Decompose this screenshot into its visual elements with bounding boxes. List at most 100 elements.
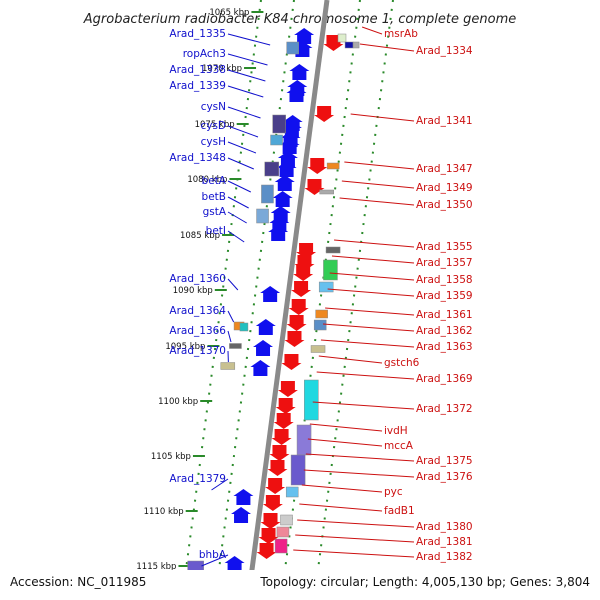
label-leader-line	[293, 549, 415, 558]
forward-gene-arrow	[233, 489, 254, 505]
label-leader-line	[359, 43, 415, 52]
label-leader-line	[227, 106, 261, 119]
gene-label-forward[interactable]: Arad_1335	[169, 28, 226, 40]
label-leader-line	[309, 423, 383, 432]
cog-block	[315, 309, 328, 319]
gene-label-reverse[interactable]: gstch6	[384, 357, 420, 369]
reverse-gene-arrow	[271, 429, 292, 445]
label-leader-line	[227, 53, 268, 66]
gene-label-reverse[interactable]: Arad_1376	[416, 471, 473, 483]
gene-label-reverse[interactable]: Arad_1372	[416, 403, 473, 415]
cog-block	[344, 41, 354, 49]
gene-label-reverse[interactable]: Arad_1355	[416, 241, 473, 253]
gene-label-reverse[interactable]: Arad_1347	[416, 163, 473, 175]
forward-gene-arrow	[260, 286, 281, 302]
forward-gene-arrow	[272, 191, 293, 207]
label-leader-line	[227, 230, 245, 243]
label-leader-line	[318, 355, 383, 364]
forward-gene-arrow	[294, 28, 315, 44]
label-leader-line	[316, 371, 415, 380]
label-leader-line	[301, 484, 383, 493]
scale-label: 1090 kbp	[173, 286, 213, 296]
gene-label-forward[interactable]: ropAch3	[183, 48, 226, 60]
label-leader-line	[339, 197, 415, 206]
gene-label-reverse[interactable]: ivdH	[384, 425, 408, 437]
gene-label-reverse[interactable]: Arad_1350	[416, 199, 473, 211]
gene-label-reverse[interactable]: Arad_1382	[416, 551, 473, 563]
reverse-gene-arrow	[281, 354, 302, 370]
gene-label-forward[interactable]: gstA	[203, 206, 227, 218]
label-leader-line	[227, 310, 235, 323]
gene-label-reverse[interactable]: Arad_1362	[416, 325, 473, 337]
gene-label-forward[interactable]: betI	[206, 225, 226, 237]
gene-label-forward[interactable]: cysH	[201, 136, 226, 148]
gene-label-reverse[interactable]: Arad_1334	[416, 45, 473, 57]
gene-label-reverse[interactable]: Arad_1349	[416, 182, 473, 194]
scale-label: 1080 kbp	[187, 175, 227, 185]
forward-gene-arrow	[253, 340, 274, 356]
reverse-gene-arrow	[291, 281, 312, 297]
cog-block	[326, 162, 340, 170]
cog-block	[272, 114, 286, 134]
label-leader-line	[211, 478, 229, 491]
scale-label: 1070 kbp	[202, 64, 242, 74]
label-leader-line	[305, 453, 415, 462]
cog-block	[285, 486, 299, 498]
cog-block	[296, 424, 312, 456]
label-leader-line	[325, 307, 415, 316]
gene-label-forward[interactable]: cysN	[201, 101, 226, 113]
scale-label: 1105 kbp	[151, 452, 191, 462]
reverse-gene-arrow	[269, 445, 290, 461]
scale-label: 1110 kbp	[144, 507, 184, 517]
gene-label-forward[interactable]: Arad_1364	[169, 305, 226, 317]
forward-gene-arrow	[268, 225, 289, 241]
cog-block	[220, 362, 236, 370]
cog-block	[325, 246, 341, 254]
reverse-gene-arrow	[277, 381, 298, 397]
label-leader-line	[312, 401, 415, 410]
gene-label-reverse[interactable]: Arad_1357	[416, 257, 473, 269]
gene-label-reverse[interactable]: Arad_1381	[416, 536, 473, 548]
label-leader-line	[303, 469, 415, 478]
gene-label-forward[interactable]: betA	[202, 175, 227, 187]
forward-gene-labels: Arad_1335 ropAch3 Arad_1338 Arad_1339 cysN cy…	[169, 28, 271, 567]
topology-text: Topology: circular; Length: 4,005,130 bp…	[259, 575, 590, 589]
gene-label-reverse[interactable]: Arad_1380	[416, 521, 473, 533]
gene-label-forward[interactable]: Arad_1370	[169, 345, 226, 357]
gene-label-forward[interactable]: bhbA	[199, 549, 227, 561]
gene-label-forward[interactable]: Arad_1348	[169, 152, 226, 164]
gene-label-forward[interactable]: Arad_1360	[169, 273, 226, 285]
gene-label-reverse[interactable]: Arad_1361	[416, 309, 473, 321]
gene-label-forward[interactable]: betB	[202, 191, 226, 203]
gene-label-reverse[interactable]: msrAb	[384, 28, 418, 40]
gene-label-reverse[interactable]: Arad_1375	[416, 455, 473, 467]
gene-label-reverse[interactable]: Arad_1359	[416, 290, 473, 302]
label-leader-line	[227, 180, 251, 193]
gene-label-reverse[interactable]: mccA	[384, 440, 414, 452]
reverse-gene-arrow	[314, 106, 335, 122]
gene-label-forward[interactable]: Arad_1379	[169, 473, 226, 485]
reverse-gene-arrow	[267, 460, 288, 476]
gene-label-reverse[interactable]: Arad_1369	[416, 373, 473, 385]
label-leader-line	[295, 534, 415, 543]
gene-label-forward[interactable]: Arad_1366	[169, 325, 226, 337]
cog-block	[290, 454, 306, 486]
gene-label-reverse[interactable]: Arad_1341	[416, 115, 473, 127]
forward-gene-arrow	[231, 507, 252, 523]
reverse-gene-arrow	[265, 478, 286, 494]
label-leader-line	[227, 69, 266, 82]
gene-label-reverse[interactable]: fadB1	[384, 505, 415, 517]
label-leader-line	[344, 161, 415, 170]
gene-label-forward[interactable]: Arad_1338	[169, 64, 226, 76]
gene-label-reverse[interactable]: Arad_1363	[416, 341, 473, 353]
reverse-gene-arrow	[293, 265, 314, 281]
label-leader-line	[331, 255, 415, 264]
gene-label-forward[interactable]: Arad_1339	[169, 80, 226, 92]
scale-label: 1075 kbp	[195, 120, 235, 130]
gene-label-reverse[interactable]: Arad_1358	[416, 274, 473, 286]
reverse-gene-arrow	[258, 528, 279, 544]
label-leader-line	[227, 33, 271, 46]
label-leader-line	[327, 288, 415, 297]
gene-label-reverse[interactable]: pyc	[384, 486, 403, 498]
gene-label-forward[interactable]: cysD	[200, 120, 226, 132]
